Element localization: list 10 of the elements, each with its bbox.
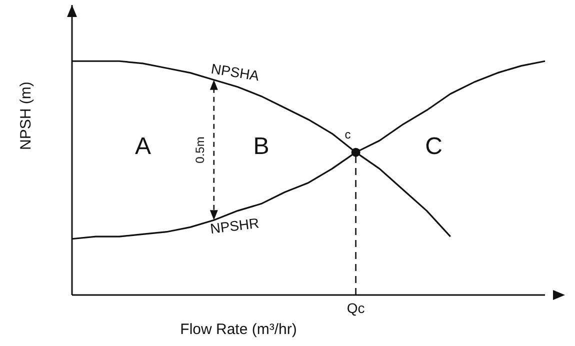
text: Qc [346,300,365,316]
text: NPSHA [210,60,261,84]
legend-label: NPSHR [209,214,260,237]
y-axis-title: NPSH (m) [17,82,34,150]
annotation: A [134,133,151,160]
annotation: C [425,133,443,160]
annotation: B [253,133,270,160]
annotation: 0.5m [193,136,208,164]
annotation: c [344,127,351,142]
x-axis-title: Flow Rate (m³/hr) [180,321,297,338]
